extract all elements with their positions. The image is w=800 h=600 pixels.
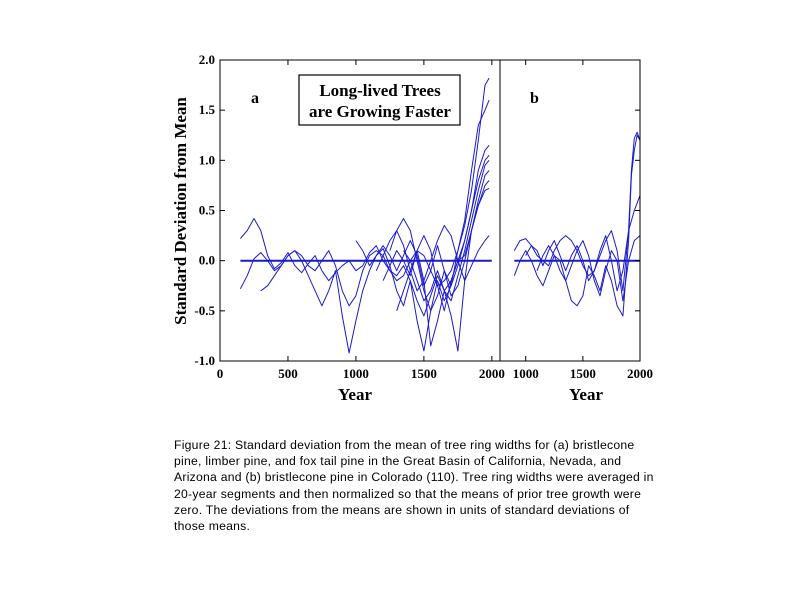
x-axis-title-b: Year (569, 385, 603, 404)
figure-caption: Figure 21: Standard deviation from the m… (174, 438, 654, 534)
x-tick-label-b-2000: 2000 (627, 366, 653, 381)
series-line-a-4 (389, 154, 490, 312)
y-tick-label-2: 0.0 (199, 253, 215, 268)
panel-a-axes: 0 500 1000 1500 2000 -1.0 -0.5 0.0 0.5 1.0 1.5 2.0 (194, 52, 504, 381)
x-tick-label-a-1000: 1000 (343, 366, 369, 381)
x-tick-label-a-2000: 2000 (479, 366, 505, 381)
x-tick-label-a-500: 500 (278, 366, 298, 381)
x-tick-label-b-1500: 1500 (570, 366, 596, 381)
y-tick-label-0: -1.0 (194, 353, 215, 368)
panel-b-label: b (530, 90, 539, 107)
x-tick-label-a-1500: 1500 (411, 366, 437, 381)
x-tick-label-b-1000: 1000 (513, 366, 539, 381)
panel-b-plot (513, 131, 641, 317)
x-axis-title-a: Year (338, 385, 372, 404)
panel-b-axes: 1000 1500 2000 (513, 59, 653, 381)
series-line-b-1 (513, 131, 641, 292)
y-tick-label-5: 1.5 (199, 102, 216, 117)
series-line-b-3 (525, 195, 641, 292)
series-line-a-7 (382, 235, 490, 312)
series-line-b-4 (536, 235, 641, 302)
series-line-a-9 (375, 180, 490, 292)
annotation-box (298, 74, 461, 126)
panel-a-label: a (251, 90, 259, 107)
annotation-line-2: are Growing Faster (309, 102, 451, 121)
annotation-line-1: Long-lived Trees (319, 81, 441, 100)
y-axis-title: Standard Deviation from Mean (171, 97, 190, 325)
y-tick-label-3: 0.5 (199, 203, 216, 218)
x-tick-label-a-0: 0 (217, 366, 224, 381)
panel-a-plot (239, 77, 492, 354)
series-line-b-2 (513, 134, 641, 317)
y-tick-label-1: -0.5 (194, 303, 215, 318)
series-line-a-2 (239, 99, 490, 354)
y-tick-label-4: 1.0 (199, 152, 215, 167)
series-line-a-8 (403, 159, 490, 302)
y-tick-label-6: 2.0 (199, 52, 215, 67)
